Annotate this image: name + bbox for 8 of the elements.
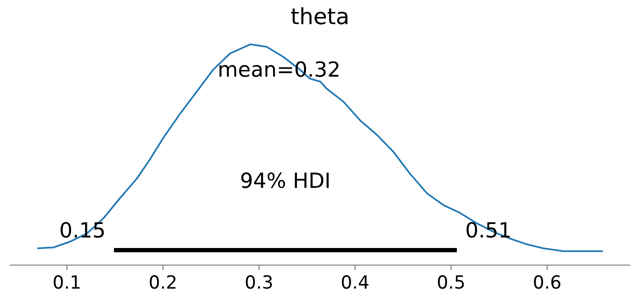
x-tick-label: 0.2 bbox=[150, 275, 176, 289]
x-tick-label: 0.6 bbox=[534, 275, 560, 289]
x-tick-label: 0.5 bbox=[438, 275, 464, 289]
annotation: 94% HDI bbox=[241, 172, 329, 188]
chart-title: theta bbox=[291, 7, 348, 24]
x-tick-label: 0.4 bbox=[342, 275, 368, 289]
x-tick-label: 0.3 bbox=[246, 275, 272, 289]
x-tick-label: 0.1 bbox=[54, 275, 80, 289]
